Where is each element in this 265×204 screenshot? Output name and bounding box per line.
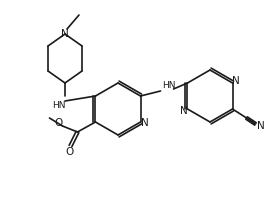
Text: N: N	[180, 106, 187, 116]
Text: O: O	[54, 118, 63, 128]
Text: HN: HN	[52, 101, 66, 110]
Text: N: N	[232, 76, 239, 86]
Text: N: N	[141, 118, 148, 128]
Text: N: N	[61, 29, 69, 39]
Text: O: O	[65, 147, 74, 157]
Text: HN: HN	[162, 82, 175, 91]
Text: N: N	[257, 121, 264, 131]
